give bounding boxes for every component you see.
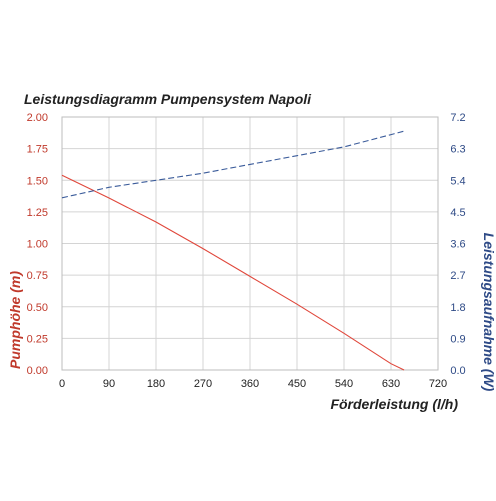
x-tick-label: 720 — [429, 378, 447, 390]
x-tick-label: 0 — [59, 378, 65, 390]
x-tick-label: 630 — [382, 378, 400, 390]
y2-tick-label: 0.9 — [450, 333, 465, 345]
y-tick-label: 2.00 — [27, 112, 48, 124]
y-tick-label: 1.75 — [27, 144, 48, 156]
pump-head-line — [61, 174, 405, 371]
x-axis-label: Förderleistung (l/h) — [330, 396, 458, 412]
x-tick-label: 360 — [241, 378, 259, 390]
y-tick-label: 0.50 — [27, 302, 48, 314]
x-tick-label: 540 — [335, 378, 353, 390]
x-tick-label: 180 — [147, 378, 165, 390]
y2-tick-label: 7.2 — [450, 112, 465, 124]
y2-tick-label: 1.8 — [450, 302, 465, 314]
y-axis-label: Pumphöhe (m) — [7, 271, 23, 369]
y2-tick-label: 6.3 — [450, 144, 465, 156]
y-tick-label: 1.25 — [27, 207, 48, 219]
x-tick-label: 90 — [103, 378, 115, 390]
y-tick-label: 1.50 — [27, 175, 48, 187]
y2-tick-label: 3.6 — [450, 239, 465, 251]
y2-tick-label: 0.0 — [450, 365, 465, 377]
y2-axis-label: Leistungsaufnahme (W) — [481, 233, 496, 392]
chart-title: Leistungsdiagramm Pumpensystem Napoli — [24, 91, 312, 107]
y-tick-label: 0.25 — [27, 333, 48, 345]
y2-tick-label: 2.7 — [450, 270, 465, 282]
power-consumption-line — [61, 130, 405, 199]
y2-tick-label: 4.5 — [450, 207, 465, 219]
tick-labels: 0 90 180 270 360 450 540 630 720 0.00 0.25 0.50 0.75… — [27, 112, 466, 390]
series-layer — [61, 130, 405, 371]
y-tick-label: 1.00 — [27, 239, 48, 251]
x-tick-label: 450 — [288, 378, 306, 390]
plot-frame — [61, 116, 439, 371]
y2-tick-label: 5.4 — [450, 175, 465, 187]
x-tick-label: 270 — [194, 378, 212, 390]
y-tick-label: 0.75 — [27, 270, 48, 282]
grid — [61, 116, 439, 371]
y-tick-label: 0.00 — [27, 365, 48, 377]
